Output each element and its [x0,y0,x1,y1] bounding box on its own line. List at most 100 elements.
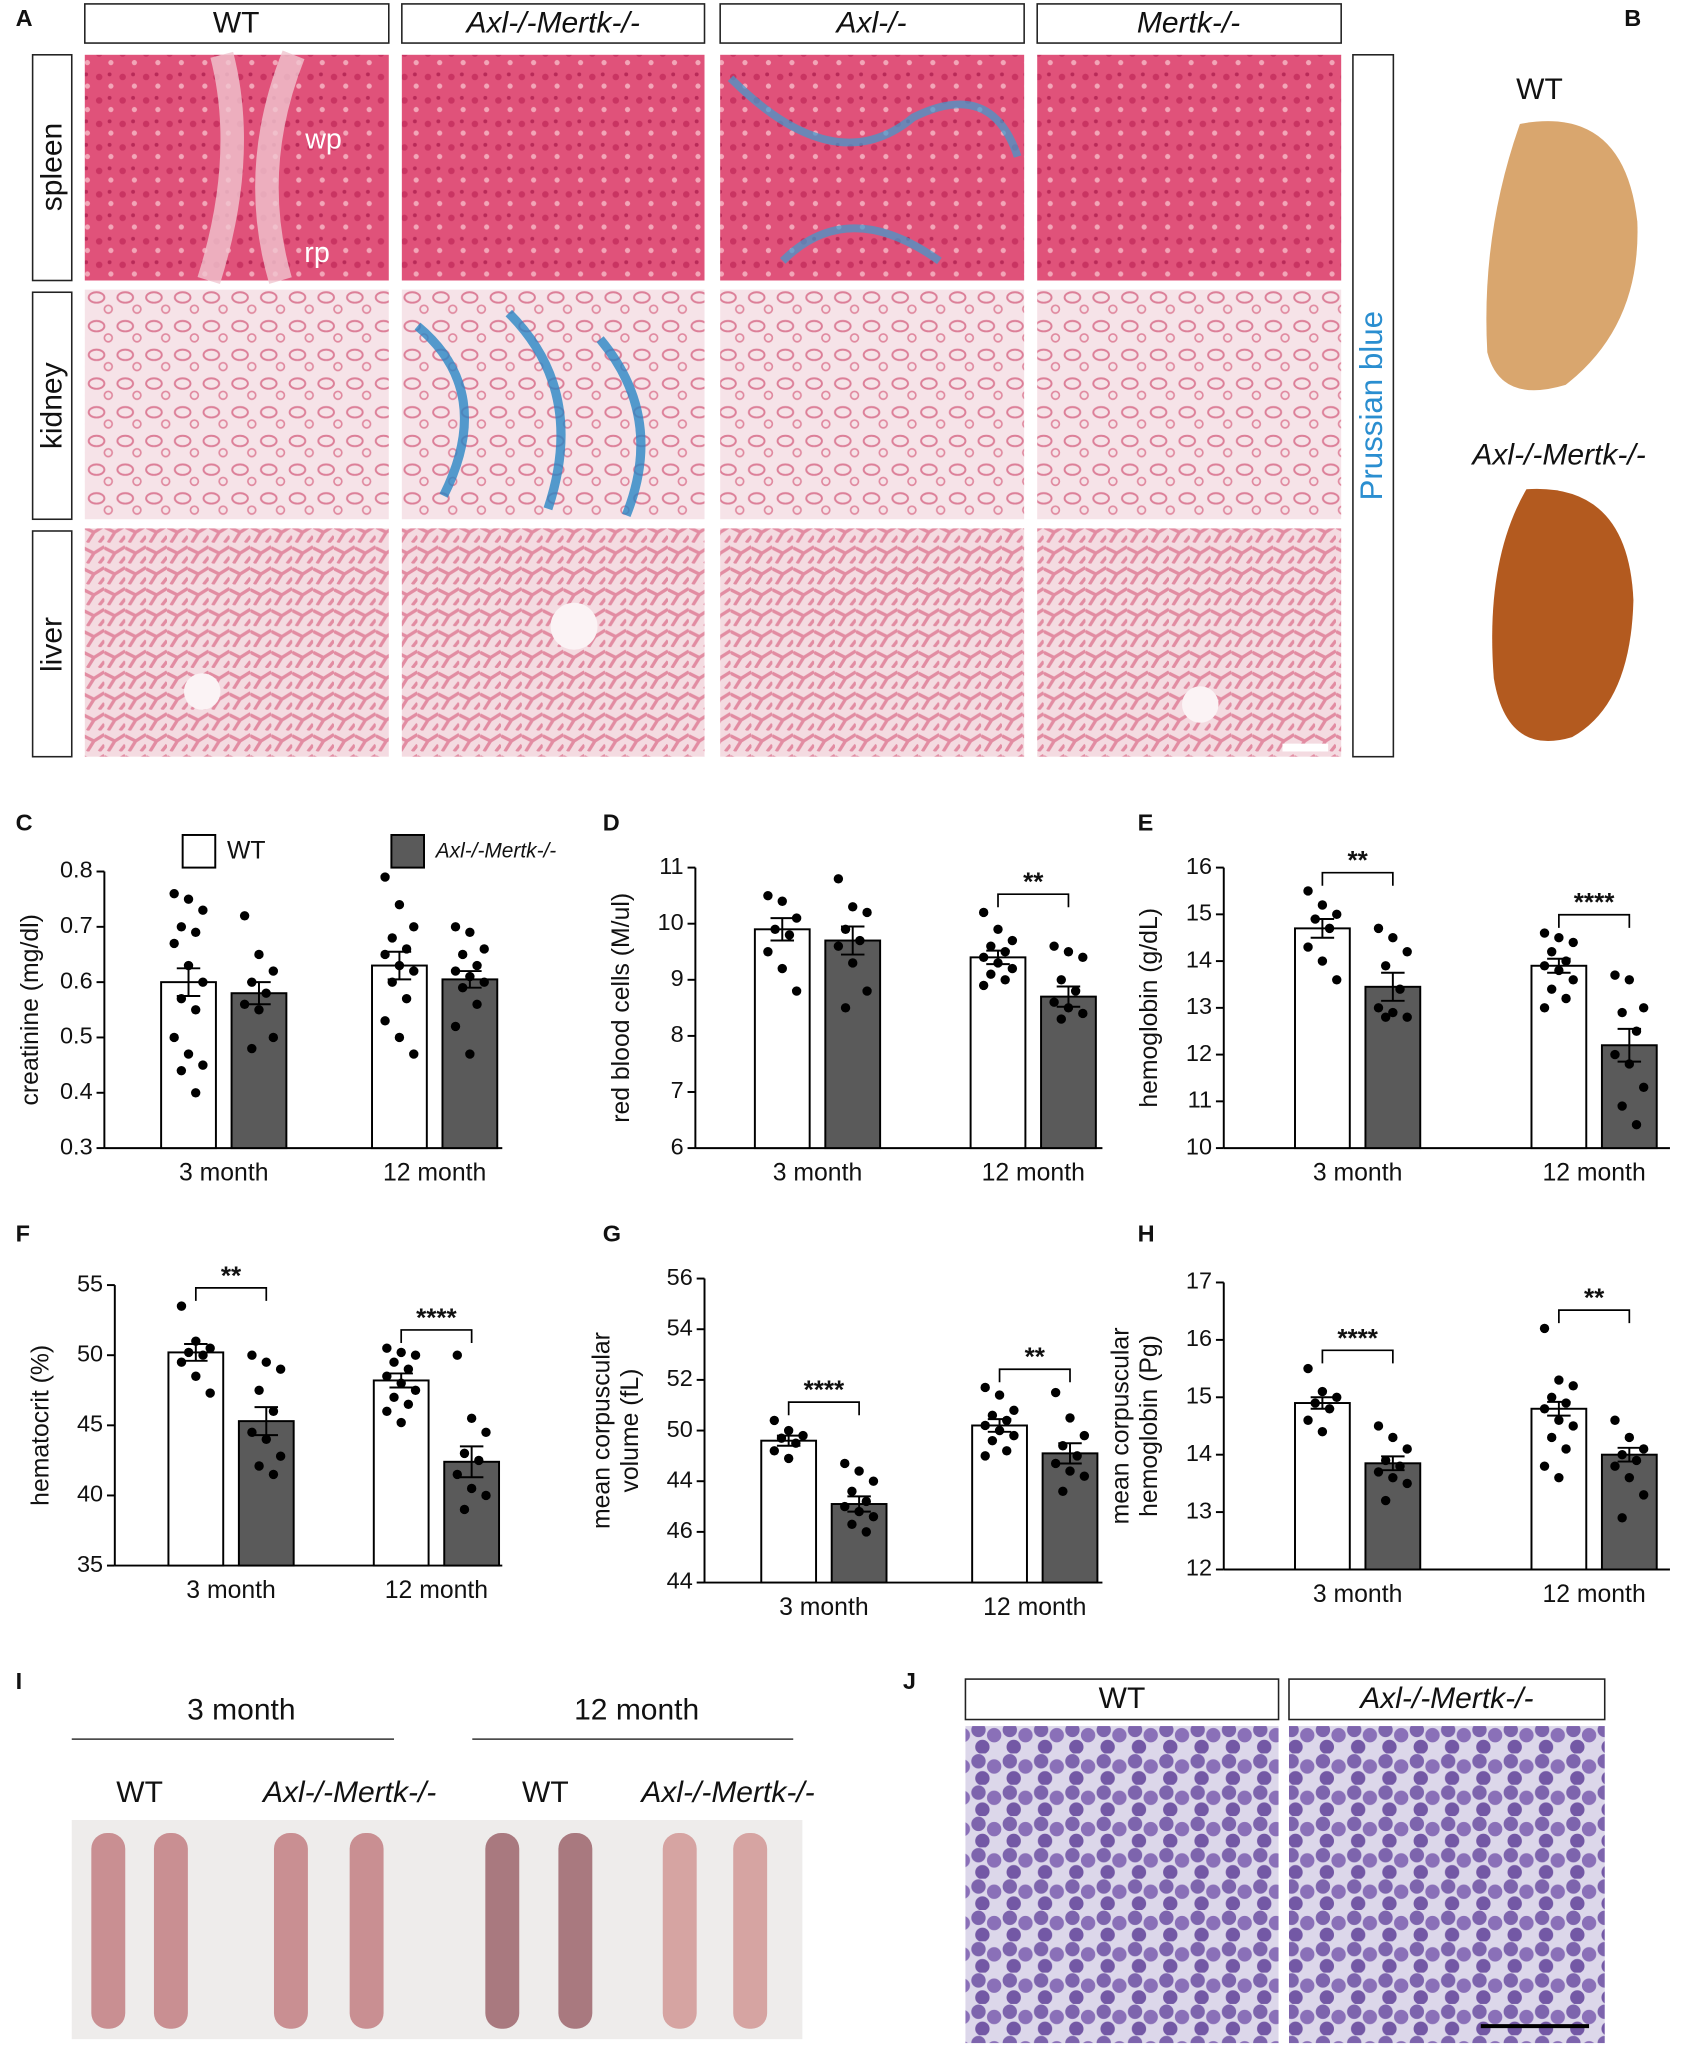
data-point [268,966,279,976]
x-tick-label: 3 month [773,1160,863,1187]
data-point [450,1021,461,1032]
data-point [993,924,1003,935]
column-header: Mertk-/- [1137,7,1240,40]
bar-chart: 0.3 0.4 0.5 0.6 0.7 0.8 creatinine (mg/dl) 3 mo… [17,833,556,1187]
data-point [479,944,489,954]
data-point [1610,1049,1620,1060]
y-tick-label: 15 [1186,900,1212,926]
x-tick-label: 12 month [385,1577,488,1604]
histology-image [84,528,389,757]
data-point [1000,975,1010,985]
data-point [862,986,872,996]
data-point [1317,900,1328,910]
data-point [1539,1461,1550,1471]
data-point [183,1049,194,1059]
column-header-box [84,3,390,44]
blood-smear-image [965,1726,1279,2044]
data-point [854,1506,864,1517]
data-point [1007,963,1018,974]
data-point [403,1399,414,1409]
column-header-box [964,1678,1280,1721]
data-point [1638,1003,1649,1013]
data-point [1373,923,1384,934]
data-point [862,907,872,918]
data-point [198,905,208,915]
data-point [465,971,475,982]
y-tick-label: 10 [658,909,684,935]
data-point [833,874,844,884]
y-tick-label: 16 [1186,853,1212,879]
data-point [840,1003,851,1013]
histology-image [1037,528,1342,757]
bar [1040,995,1097,1150]
data-point [466,1413,477,1424]
significance-label: **** [416,1302,457,1332]
significance-bracket [1558,913,1631,928]
significance-bracket [400,1329,473,1343]
y-tick-label: 44 [667,1568,693,1594]
data-point [401,994,412,1004]
data-point [450,922,461,932]
data-point [1554,1472,1564,1483]
data-point [239,911,250,921]
data-point [791,986,802,996]
stain-label: Prussian blue [1354,311,1389,501]
data-point [474,1455,484,1466]
data-point [1380,1495,1391,1506]
data-point [387,933,397,943]
significance-bracket [997,893,1070,908]
bar-chart: 12 13 14 15 16 17 mean corpuscular hemoglobin (… [1108,1268,1670,1608]
data-point [993,958,1003,968]
data-point [783,1425,794,1436]
data-point [410,1350,421,1360]
panel-letter: F [16,1221,30,1247]
data-point [268,1469,279,1480]
data-point [861,1527,871,1537]
significance-bracket [787,1401,860,1416]
column-header-box [401,3,706,44]
data-point [457,982,468,993]
data-point [261,1357,271,1367]
data-point [1049,941,1059,951]
y-tick-label: 16 [1186,1325,1212,1351]
data-point [1079,1430,1090,1441]
data-point [1380,1455,1391,1466]
data-point [1610,970,1620,980]
significance-label: **** [804,1375,845,1405]
data-point [840,1501,850,1512]
y-tick-label: 55 [77,1270,103,1296]
data-point [268,1032,279,1043]
data-point [396,1378,406,1388]
organ-label: WT [1516,73,1563,106]
data-point [1547,984,1557,994]
data-point [169,938,179,949]
data-point [1078,1008,1088,1019]
data-point [452,1469,462,1480]
data-point [1402,1478,1412,1489]
data-point [847,1486,857,1497]
bar [753,928,811,1150]
sample-label: Axl-/-Mertk-/- [261,1776,436,1809]
panel-letter: G [603,1221,621,1247]
data-point [176,1301,187,1311]
data-point [1631,1455,1642,1466]
y-tick-label: 11 [1188,1087,1212,1113]
data-point [176,994,187,1004]
bar [760,1439,818,1584]
data-point [1624,1472,1635,1483]
x-tick-label: 3 month [186,1577,276,1604]
data-point [854,1466,864,1476]
data-point [176,1065,187,1076]
data-point [1395,984,1405,994]
data-point [1617,1513,1627,1523]
y-tick-label: 35 [77,1551,103,1577]
legend-swatch [390,833,425,869]
y-axis-label: creatinine (mg/dl) [17,914,44,1105]
data-point [763,890,773,901]
data-point [980,1420,990,1431]
y-tick-label: 11 [659,853,683,879]
data-point [205,1388,215,1398]
y-tick-label: 0.6 [60,967,93,993]
